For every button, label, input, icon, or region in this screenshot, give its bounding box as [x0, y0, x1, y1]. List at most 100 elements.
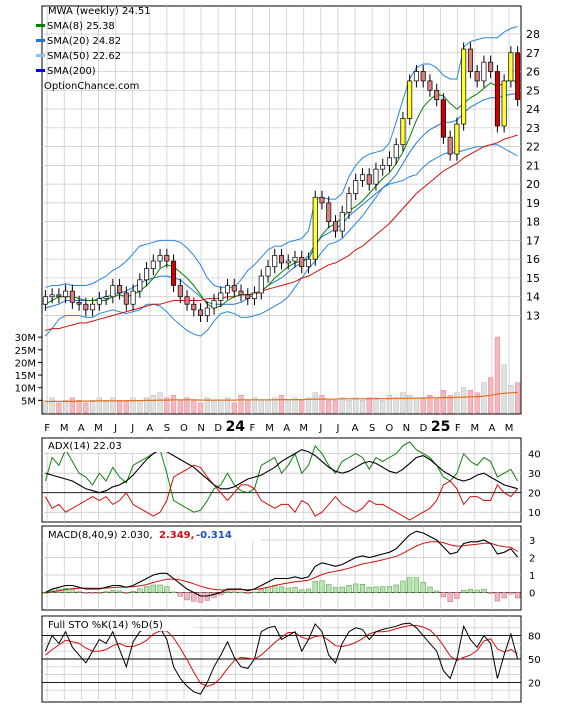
volume-bar [292, 397, 298, 414]
month-label: N [197, 423, 204, 434]
macd-histogram-bar [420, 581, 426, 593]
volume-bar [353, 397, 359, 414]
volume-tick-label: 15M [15, 371, 36, 382]
adx-tick-label: 40 [528, 450, 541, 461]
macd-signal-value: 2.349, [159, 530, 194, 541]
macd-histogram-bar [137, 588, 143, 593]
candle-body [407, 80, 413, 119]
macd-histogram-bar [373, 586, 379, 593]
volume-bar [461, 387, 467, 414]
month-label: M [505, 423, 514, 434]
macd-histogram-bar [501, 592, 507, 599]
price-tick-label: 20 [526, 178, 540, 191]
candle-body [49, 294, 55, 298]
volume-bar [447, 395, 453, 414]
legend-entry: MWA (weekly) 24.51 [48, 6, 151, 17]
macd-histogram-bar [285, 587, 291, 593]
candle-body [191, 303, 197, 311]
price-tick-label: 24 [526, 103, 540, 116]
macd-histogram-bar [170, 591, 177, 594]
candle-body [481, 61, 487, 82]
candle-body [258, 275, 264, 294]
candle-body [63, 290, 69, 298]
price-tick-label: 17 [526, 234, 540, 247]
macd-histogram-bar [467, 589, 474, 593]
candle-body [103, 296, 109, 299]
month-label: D [214, 423, 222, 434]
candle-body [252, 292, 258, 299]
volume-bar [103, 400, 109, 414]
macd-histogram-bar [508, 592, 514, 595]
macd-histogram-bar [231, 591, 237, 593]
price-tick-label: 16 [526, 253, 540, 266]
legend-swatch [36, 24, 45, 27]
macd-histogram-bar [305, 588, 312, 593]
candle-body [171, 260, 177, 286]
month-label: S [369, 423, 375, 434]
volume-bar [332, 400, 339, 414]
volume-bar [56, 402, 62, 414]
macd-histogram-bar [332, 587, 339, 593]
volume-bar [258, 400, 264, 414]
candle-body [332, 221, 338, 232]
month-label: A [283, 423, 290, 434]
volume-bar [83, 402, 89, 414]
volume-bar [400, 392, 406, 414]
macd-tick-label: 0 [529, 589, 535, 600]
candle-body [427, 80, 433, 91]
month-label: A [78, 423, 85, 434]
price-tick-label: 26 [526, 66, 540, 79]
price-tick-label: 21 [526, 159, 540, 172]
volume-bar [359, 400, 366, 414]
volume-bar [366, 397, 372, 414]
macd-histogram-bar [488, 592, 494, 594]
volume-bar [265, 400, 271, 414]
candle-body [164, 255, 170, 262]
volume-bar [305, 397, 312, 414]
candle-body [420, 71, 426, 82]
month-label: J [130, 423, 134, 434]
macd-histogram-bar [359, 584, 366, 593]
macd-histogram-bar [427, 586, 433, 593]
macd-histogram-bar [366, 587, 372, 593]
macd-histogram-bar [312, 581, 318, 593]
volume-bar [508, 384, 514, 414]
month-label: F [455, 423, 461, 434]
volume-bar [96, 397, 102, 414]
macd-histogram-bar [386, 586, 393, 593]
month-label: 24 [226, 419, 246, 435]
candle-body [144, 268, 150, 281]
minus-di-line [44, 464, 518, 521]
macd-histogram-bar [63, 588, 69, 593]
candle-body [231, 285, 237, 292]
candle-body [211, 300, 217, 309]
volume-bar [494, 336, 500, 414]
sto-tick-label: 80 [528, 632, 541, 643]
macd-histogram-bar [353, 583, 359, 593]
candle-body [305, 258, 311, 268]
macd-histogram-bar [130, 591, 136, 593]
month-label: F [44, 423, 50, 434]
macd-histogram-bar [103, 591, 109, 593]
month-label: J [318, 423, 322, 434]
macd-histogram-bar [454, 592, 460, 599]
candle-body [123, 292, 129, 305]
legend-entry: SMA(20) 24.82 [47, 36, 121, 47]
volume-bar [272, 397, 278, 414]
candle-body [292, 256, 298, 262]
macd-histogram-bar [393, 584, 399, 593]
candle-body [157, 255, 163, 262]
sma20-line [45, 93, 518, 309]
volume-bar [474, 392, 480, 414]
adx-tick-label: 20 [528, 489, 541, 500]
adx-panel: 10 20 30 40 ADX(14) 22.03 [41, 437, 541, 523]
volume-bar [130, 397, 136, 414]
macd-histogram-bar [89, 592, 96, 594]
bollinger-lower-line [45, 144, 518, 337]
macd-histogram-bar [76, 591, 82, 593]
candle-body [184, 296, 190, 305]
macd-histogram-bar [434, 590, 440, 593]
candle-body [150, 260, 156, 269]
macd-histogram-bar [157, 584, 163, 593]
candle-body [454, 123, 460, 155]
